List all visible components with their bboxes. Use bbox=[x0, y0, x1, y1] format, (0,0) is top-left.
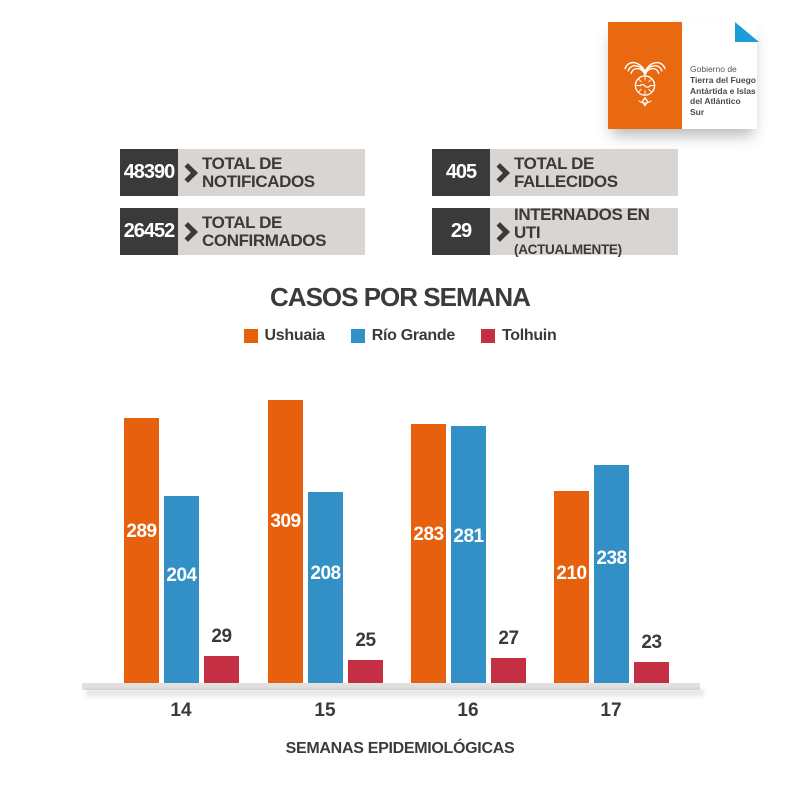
stat-label-panel: TOTAL DE NOTIFICADOS bbox=[178, 149, 365, 196]
chart-legend: Ushuaia Río Grande Tolhuin bbox=[0, 327, 800, 345]
bar-value-label: 27 bbox=[498, 628, 519, 649]
bar-ushuaia-week-14: 289 bbox=[124, 418, 159, 683]
stat-sublabel: (ACTUALMENTE) bbox=[514, 242, 622, 257]
chart-title: CASOS POR SEMANA bbox=[270, 282, 531, 312]
chevron-right-icon bbox=[178, 163, 198, 183]
bar-tolhuin-week-17: 23 bbox=[634, 632, 669, 683]
bar-ushuaia-week-17: 210 bbox=[554, 491, 589, 683]
chevron-right-icon bbox=[490, 222, 510, 242]
bar-chart-plot: 289 309 283 210 204 208 281 238 29 25 27 23 bbox=[82, 380, 700, 683]
bar-value-label: 281 bbox=[453, 525, 484, 547]
legend-item-ushuaia: Ushuaia bbox=[243, 327, 325, 345]
bar-value-label: 289 bbox=[126, 520, 157, 542]
legend-swatch-icon bbox=[480, 329, 495, 343]
bar-rio-grande-week-16: 281 bbox=[451, 426, 486, 683]
logo-text-line: del Atlántico Sur bbox=[690, 96, 741, 118]
bar-value-label: 238 bbox=[596, 547, 627, 569]
logo-text-line: Antártida e Islas bbox=[690, 85, 756, 96]
bar-value-label: 309 bbox=[270, 510, 301, 532]
bar-tolhuin-week-14: 29 bbox=[204, 626, 239, 683]
stat-total-notificados: 48390 TOTAL DE NOTIFICADOS bbox=[120, 149, 365, 196]
logo-text-line: Tierra del Fuego bbox=[690, 74, 756, 85]
bar-tolhuin-week-15: 25 bbox=[348, 630, 383, 683]
chevron-right-icon bbox=[178, 222, 198, 242]
stat-value: 48390 bbox=[120, 149, 178, 196]
x-axis-label-week-14: 14 bbox=[170, 700, 192, 721]
stat-label-panel: TOTAL DE CONFIRMADOS bbox=[178, 208, 365, 255]
stat-value: 26452 bbox=[120, 208, 178, 255]
legend-item-rio-grande: Río Grande bbox=[350, 327, 456, 345]
legend-item-tolhuin: Tolhuin bbox=[480, 327, 557, 345]
stat-label-panel: INTERNADOS EN UTI (ACTUALMENTE) bbox=[490, 205, 678, 257]
bar-value-label: 25 bbox=[355, 630, 376, 651]
government-logo-card: Gobierno de Tierra del Fuego Antártida e… bbox=[608, 22, 759, 129]
bar-value-label: 204 bbox=[166, 565, 197, 587]
bar-value-label: 29 bbox=[211, 626, 232, 647]
corner-triangle-icon bbox=[735, 22, 759, 42]
x-axis-baseline bbox=[82, 683, 700, 690]
x-axis-title: SEMANAS EPIDEMIOLÓGICAS bbox=[285, 740, 515, 757]
chevron-right-icon bbox=[490, 163, 510, 183]
stat-label: TOTAL DE NOTIFICADOS bbox=[202, 153, 315, 191]
stat-label-panel: TOTAL DE FALLECIDOS bbox=[490, 149, 678, 196]
bar-ushuaia-week-16: 283 bbox=[411, 424, 446, 683]
bar-rio-grande-week-17: 238 bbox=[594, 465, 629, 683]
x-axis-label-week-15: 15 bbox=[314, 700, 336, 721]
legend-swatch-icon bbox=[350, 329, 365, 343]
stat-label: INTERNADOS EN UTI bbox=[514, 205, 650, 242]
x-axis-label-week-16: 16 bbox=[457, 700, 479, 721]
stat-total-fallecidos: 405 TOTAL DE FALLECIDOS bbox=[432, 149, 678, 196]
government-name: Gobierno de Tierra del Fuego Antártida e… bbox=[690, 64, 757, 118]
bar-rio-grande-week-14: 204 bbox=[164, 496, 199, 683]
bar-tolhuin-week-16: 27 bbox=[491, 628, 526, 683]
stat-total-confirmados: 26452 TOTAL DE CONFIRMADOS bbox=[120, 208, 365, 255]
bar-value-label: 210 bbox=[556, 562, 587, 584]
stat-internados-uti: 29 INTERNADOS EN UTI (ACTUALMENTE) bbox=[432, 205, 678, 257]
logo-text-line: Gobierno de bbox=[690, 64, 737, 74]
stat-label: TOTAL DE FALLECIDOS bbox=[514, 153, 618, 191]
bar-rio-grande-week-15: 208 bbox=[308, 492, 343, 683]
bar-value-label: 283 bbox=[413, 524, 444, 546]
x-axis-label-week-17: 17 bbox=[600, 700, 622, 721]
legend-label: Río Grande bbox=[371, 327, 456, 344]
bar-value-label: 23 bbox=[641, 632, 662, 653]
legend-swatch-icon bbox=[243, 329, 258, 343]
x-axis-labels: 14 15 16 17 bbox=[82, 700, 700, 726]
legend-label: Ushuaia bbox=[264, 327, 325, 344]
bar-value-label: 208 bbox=[310, 563, 341, 585]
stat-value: 29 bbox=[432, 208, 490, 255]
stat-label: TOTAL DE CONFIRMADOS bbox=[202, 212, 327, 250]
stat-value: 405 bbox=[432, 149, 490, 196]
bar-ushuaia-week-15: 309 bbox=[268, 400, 303, 683]
legend-label: Tolhuin bbox=[501, 327, 557, 344]
coat-of-arms-icon bbox=[608, 22, 682, 129]
